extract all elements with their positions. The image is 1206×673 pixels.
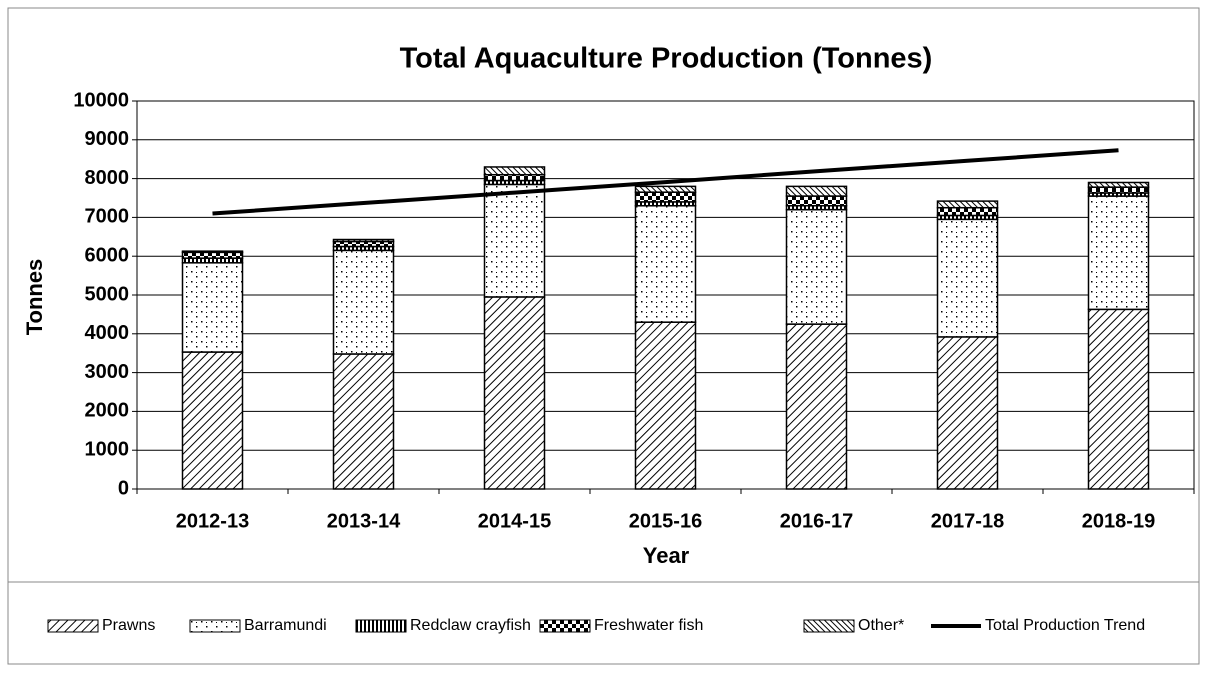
bar-segment <box>332 353 395 490</box>
legend-swatch <box>189 619 241 633</box>
legend-label: Other* <box>858 617 904 634</box>
bar-segment <box>1087 181 1150 188</box>
y-tick-label: 1000 <box>85 438 130 460</box>
y-tick-label: 5000 <box>85 283 130 305</box>
bar-segment <box>483 183 546 298</box>
bar-segment <box>1087 308 1150 490</box>
x-tick-label: 2013-14 <box>327 510 401 532</box>
bar-segment <box>936 218 999 338</box>
x-tick-label: 2018-19 <box>1082 510 1155 532</box>
legend-swatch <box>539 619 591 633</box>
bar-segment <box>181 250 244 254</box>
y-tick-label: 3000 <box>85 361 130 383</box>
bar-segment <box>483 173 546 182</box>
y-tick-label: 6000 <box>85 244 130 266</box>
bar-segment <box>634 205 697 323</box>
x-tick-label: 2014-15 <box>478 510 551 532</box>
y-tick-label: 9000 <box>85 128 130 150</box>
bar-segment <box>634 321 697 490</box>
bar-segment <box>785 323 848 490</box>
legend-label: Barramundi <box>244 617 327 634</box>
bar-segment <box>1087 195 1150 311</box>
bar-segment <box>332 238 395 243</box>
bar-segment <box>181 262 244 353</box>
y-tick-label: 2000 <box>85 400 130 422</box>
bar-segment <box>332 240 395 248</box>
y-tick-label: 0 <box>118 477 129 499</box>
bar-segment <box>634 191 697 203</box>
legend-swatch <box>803 619 855 633</box>
x-tick-label: 2016-17 <box>780 510 853 532</box>
bar-segment <box>785 185 848 197</box>
y-tick-label: 10000 <box>73 89 129 111</box>
bar-segment <box>1087 186 1150 194</box>
x-axis-label: Year <box>643 543 690 568</box>
legend-label: Prawns <box>102 617 155 634</box>
trend-line <box>212 148 1119 216</box>
bar-segment <box>181 251 244 259</box>
bar-segment <box>332 249 395 355</box>
legend-label: Freshwater fish <box>594 617 703 634</box>
y-axis-label: Tonnes <box>22 259 47 336</box>
chart-title: Total Aquaculture Production (Tonnes) <box>400 43 933 75</box>
x-tick-label: 2017-18 <box>931 510 1004 532</box>
bar-segment <box>936 206 999 217</box>
x-tick-label: 2012-13 <box>176 510 249 532</box>
legend-label: Redclaw crayfish <box>410 617 531 634</box>
bar-segment <box>483 296 546 490</box>
y-tick-label: 4000 <box>85 322 130 344</box>
bar-segment <box>483 166 546 176</box>
y-tick-label: 8000 <box>85 167 130 189</box>
legend-swatch <box>355 619 407 633</box>
bar-segment <box>936 336 999 490</box>
y-tick-label: 7000 <box>85 206 130 228</box>
legend-label: Total Production Trend <box>985 617 1145 634</box>
bar-segment <box>634 185 697 193</box>
bar-segment <box>785 195 848 207</box>
bar-segment <box>181 351 244 490</box>
legend-swatch <box>47 619 99 633</box>
bar-segment <box>936 200 999 209</box>
bar-segment <box>785 208 848 325</box>
x-tick-label: 2015-16 <box>629 510 702 532</box>
